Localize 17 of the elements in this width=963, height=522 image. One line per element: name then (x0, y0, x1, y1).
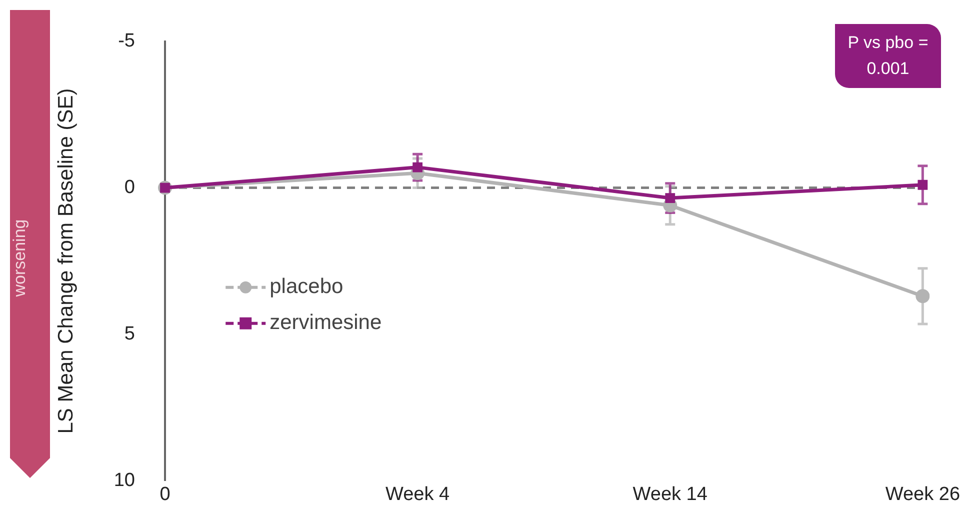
x-tick-label: Week 26 (885, 484, 960, 506)
y-axis-title: LS Mean Change from Baseline (SE) (54, 88, 78, 434)
annotation: P vs pbo = 0.001 (835, 24, 941, 88)
legend-label: zervimesine (270, 311, 382, 334)
point (918, 180, 928, 190)
y-tick-label: 5 (124, 323, 135, 344)
x-tick-label: Week 14 (632, 484, 708, 506)
x-tick-label: 0 (160, 484, 170, 506)
y-tick-label: 10 (114, 470, 135, 491)
legend-label: placebo (270, 275, 344, 298)
point (665, 193, 676, 203)
point (412, 162, 423, 172)
text: worsening (10, 219, 30, 297)
x-tick-label: Week 4 (386, 484, 450, 506)
y-tick-label: 0 (124, 177, 135, 198)
point (916, 289, 930, 304)
y-tick-label: -5 (118, 30, 135, 52)
